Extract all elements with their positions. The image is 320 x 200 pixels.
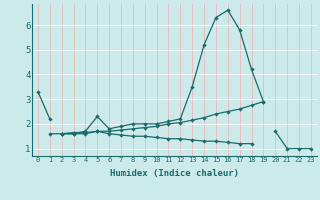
- X-axis label: Humidex (Indice chaleur): Humidex (Indice chaleur): [110, 169, 239, 178]
